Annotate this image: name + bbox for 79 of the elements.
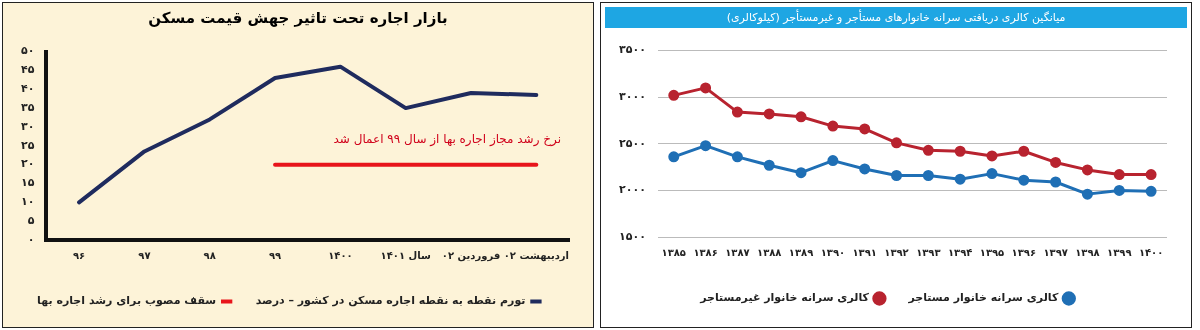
x-tick-label: ۹۹ <box>268 249 282 261</box>
point <box>795 111 807 123</box>
point <box>891 137 903 149</box>
point <box>1145 169 1157 181</box>
point <box>1081 188 1093 200</box>
x-tick-label: سال ۱۴۰۱ <box>380 249 431 261</box>
x-tick-label: ۱۳۹۷ <box>1043 246 1068 258</box>
point <box>1050 176 1062 188</box>
point <box>1050 156 1062 168</box>
point <box>1113 169 1125 181</box>
x-tick-label: ۹۶ <box>72 249 86 261</box>
x-tick-label: ۱۳۹۰ <box>820 246 846 258</box>
point <box>859 163 871 175</box>
point <box>1113 184 1125 196</box>
point <box>891 169 903 181</box>
point <box>827 155 839 167</box>
point <box>954 145 966 157</box>
point <box>1018 174 1030 186</box>
x-tick-label: ۱۳۹۱ <box>852 246 877 258</box>
point <box>731 106 743 118</box>
y-tick-label: ۲۵۰۰ <box>619 136 646 150</box>
x-tick-label: ۱۳۸۸ <box>757 246 782 258</box>
point <box>795 167 807 179</box>
x-tick-label: اردیبهشت ۰۲ <box>503 249 569 262</box>
x-tick-label: ۱۳۹۵ <box>979 246 1005 258</box>
x-tick-label: ۱۴۰۰ <box>1138 246 1164 258</box>
point <box>731 151 743 163</box>
y-tick-label: ۳۵۰۰ <box>619 43 646 57</box>
y-tick-label: ۳۰ <box>20 119 35 133</box>
y-tick-label: ۴۵ <box>20 63 35 77</box>
point <box>827 120 839 132</box>
legend-label: کالری سرانه خانوار مستاجر <box>907 291 1059 305</box>
legend-label: تورم نقطه به نقطه اجاره مسکن در کشور – درصد <box>255 294 526 308</box>
x-tick-label: ۱۴۰۰ <box>328 249 353 261</box>
point <box>1145 185 1157 197</box>
point <box>763 108 775 120</box>
point <box>922 144 934 156</box>
y-tick-label: ۱۰ <box>20 195 35 209</box>
y-tick-label: ۰ <box>27 232 35 246</box>
x-tick-label: ۱۳۹۲ <box>884 246 909 258</box>
y-tick-label: ۳۰۰۰ <box>619 90 646 104</box>
point <box>763 159 775 171</box>
point <box>668 89 680 101</box>
x-tick-label: ۱۳۸۵ <box>661 246 686 258</box>
x-tick-label: ۹۸ <box>203 249 216 261</box>
point <box>1018 145 1030 157</box>
legend-label: کالری سرانه خانوار غیرمستاجر <box>699 291 870 305</box>
y-tick-label: ۵ <box>27 214 35 228</box>
point <box>859 123 871 135</box>
x-tick-label: ۹۷ <box>138 249 151 261</box>
point <box>922 169 934 181</box>
chart-title: میانگین کالری دریافتی سرانه خانوارهای مستأجر و غیرمستأجر (کیلوکالری) <box>605 7 1187 28</box>
x-tick-label: ۱۳۹۳ <box>916 246 941 258</box>
x-tick-label: ۱۳۸۶ <box>693 246 718 258</box>
y-tick-label: ۵۰ <box>20 44 35 58</box>
y-tick-label: ۲۵ <box>20 138 35 152</box>
y-tick-label: ۱۵ <box>20 176 35 190</box>
y-tick-label: ۲۰ <box>20 157 35 171</box>
y-tick-label: ۲۰۰۰ <box>619 183 646 197</box>
point <box>1081 164 1093 176</box>
chart-title: بازار اجاره تحت تاثیر جهش قیمت مسکن <box>147 8 449 29</box>
point <box>986 168 998 180</box>
y-tick-label: ۳۵ <box>20 100 35 114</box>
y-tick-label: ۴۰ <box>20 82 35 96</box>
x-tick-label: ۱۳۹۹ <box>1107 246 1132 258</box>
x-tick-label: ۱۳۹۶ <box>1011 246 1037 258</box>
x-tick-label: ۱۳۹۸ <box>1075 246 1100 258</box>
point <box>986 150 998 162</box>
point <box>954 173 966 185</box>
x-tick-label: فروردین ۰۲ <box>441 249 501 262</box>
annotation: نرخ رشد مجاز اجاره بها از سال ۹۹ اعمال شد <box>333 131 561 147</box>
legend-label: سقف مصوب برای رشد اجاره بها <box>37 294 217 308</box>
point <box>668 151 680 163</box>
point <box>700 140 712 152</box>
y-tick-label: ۱۵۰۰ <box>619 229 646 243</box>
x-tick-label: ۱۳۸۷ <box>725 246 750 258</box>
x-tick-label: ۱۳۸۹ <box>788 246 814 258</box>
x-tick-label: ۱۳۹۴ <box>947 246 973 258</box>
point <box>700 82 712 94</box>
